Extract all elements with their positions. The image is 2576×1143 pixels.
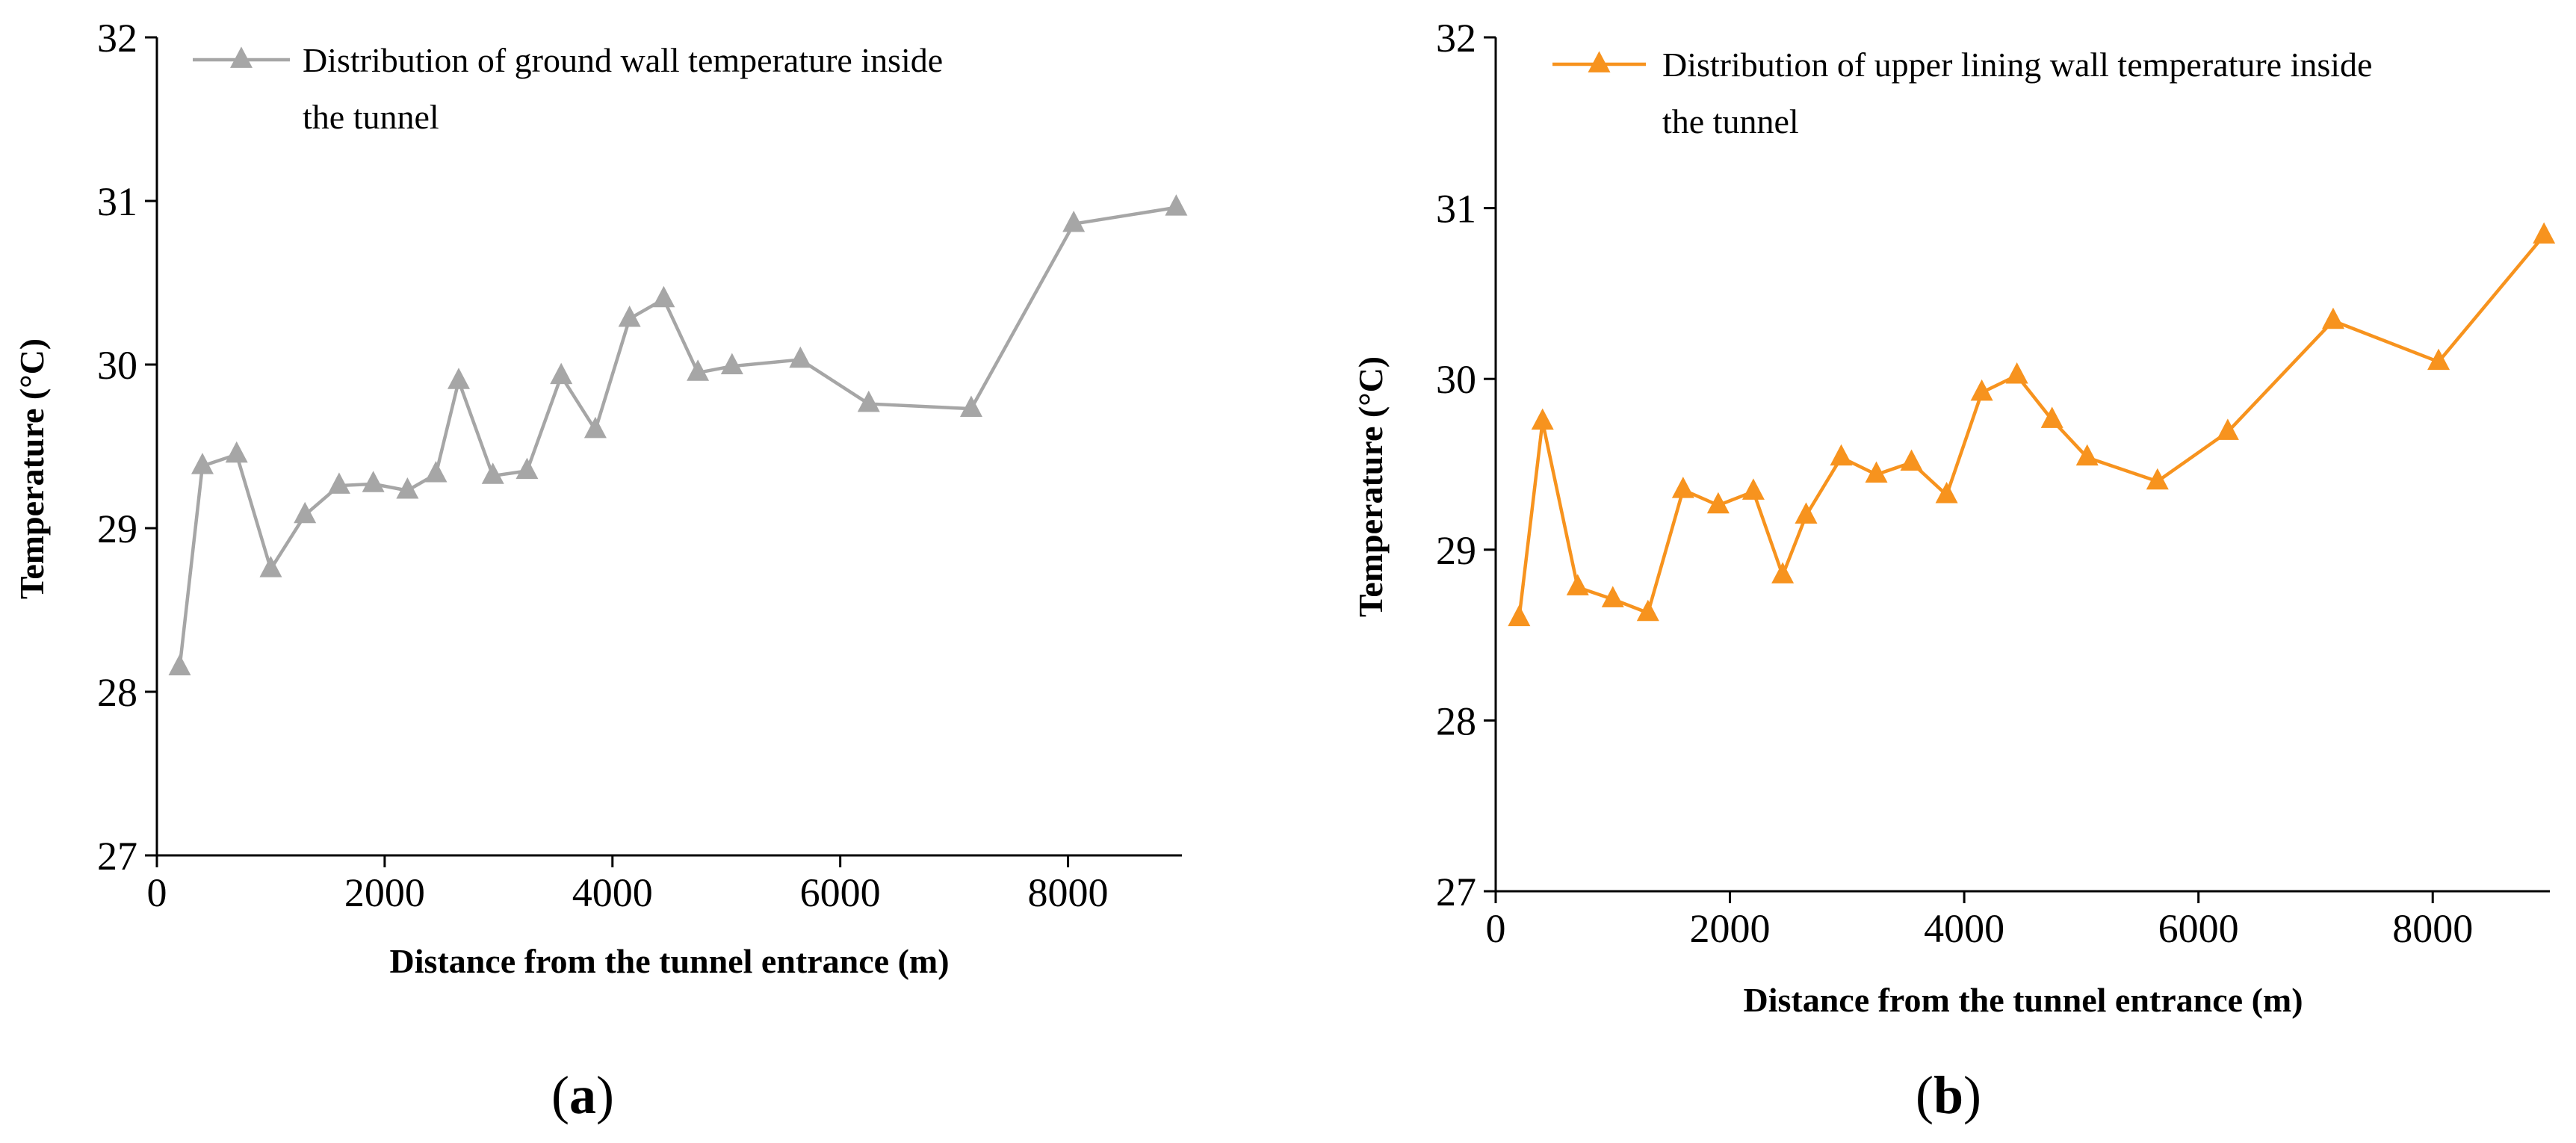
x-tick-label: 8000 [1028,870,1109,915]
data-point [2075,444,2099,466]
data-point [1935,481,1958,504]
y-axis-title: Temperature (°C) [13,338,51,599]
legend-marker [230,46,253,68]
data-point [1508,604,1531,627]
data-point [1601,586,1624,607]
x-tick-label: 6000 [800,870,881,915]
data-point [618,306,641,327]
data-point [2005,362,2028,384]
data-point [789,346,812,368]
panel-label-close: ) [1963,1065,1981,1125]
panel-label-letter: a [569,1065,596,1125]
chart-panel-a: 27 28 29 30 31 32 0 2000 4000 6000 8000 Temperature… [13,16,1188,1125]
data-point [191,453,214,474]
data-point [1970,379,1993,401]
x-tick-label: 0 [147,870,167,915]
data-point [720,353,743,375]
data-point [1062,210,1086,232]
legend: Distribution of ground wall temperature … [193,41,943,136]
y-tick-label: 31 [97,179,137,224]
data-point [857,390,880,412]
data-point [515,457,539,480]
panel-label: (a) [551,1065,614,1125]
data-point [1795,502,1818,524]
data-point [2216,418,2239,440]
data-point [1671,477,1694,498]
data-point [424,461,448,483]
y-tick-label: 31 [1436,187,1476,232]
y-tick-label: 32 [1436,16,1476,61]
legend: Distribution of upper lining wall temper… [1552,46,2372,140]
data-point [294,501,317,524]
data-point [1531,408,1554,430]
data-point [687,359,710,381]
x-tick-label: 4000 [572,870,653,915]
x-axis-title: Distance from the tunnel entrance (m) [1743,981,2303,1019]
data-point [1771,562,1795,583]
data-point [2321,307,2344,329]
legend-label: the tunnel [1662,102,1799,140]
x-axis-title: Distance from the tunnel entrance (m) [389,942,949,980]
data-point [2533,222,2556,244]
data-point [1900,449,1923,471]
data-point [225,441,248,463]
data-point [1165,194,1188,216]
panel-label-open: ( [551,1065,569,1125]
data-point [1706,492,1730,514]
data-point [652,285,675,308]
legend-label: the tunnel [303,98,439,136]
y-tick-label: 28 [1436,698,1476,743]
panel-label-close: ) [596,1065,614,1125]
data-point [1566,574,1589,595]
data-point [362,471,385,492]
y-axis-title: Temperature (°C) [1352,356,1390,617]
y-tick-label: 30 [97,343,137,388]
data-point [259,556,282,577]
data-point [959,395,982,417]
x-tick-label: 6000 [2158,906,2239,951]
y-tick-label: 30 [1436,357,1476,402]
series-line [1517,234,2545,619]
data-point [447,368,470,389]
data-point [168,654,191,675]
data-point [550,362,573,385]
data-point [481,462,504,484]
y-tick-label: 32 [97,16,137,61]
legend-label: Distribution of upper lining wall temper… [1662,46,2372,84]
y-tick-label: 29 [1436,528,1476,573]
series-line [178,205,1177,668]
x-tick-label: 0 [1486,906,1506,951]
data-point [396,477,419,499]
legend-label: Distribution of ground wall temperature … [303,41,943,79]
y-tick-label: 29 [97,507,137,551]
data-point [327,472,350,494]
panel-label-open: ( [1916,1065,1933,1125]
data-point [2427,348,2450,371]
panel-label-letter: b [1933,1065,1963,1125]
x-tick-label: 2000 [1690,906,1771,951]
x-tick-label: 2000 [344,870,425,915]
data-point [1741,478,1765,500]
data-point [1830,444,1853,466]
data-point [1636,599,1659,622]
data-point [1865,461,1888,483]
legend-marker [1588,51,1611,72]
x-tick-label: 8000 [2392,906,2473,951]
data-point [583,416,607,439]
y-tick-label: 28 [97,670,137,715]
panel-label: (b) [1916,1065,1981,1125]
data-point [2146,468,2169,490]
y-tick-label: 27 [1436,870,1476,914]
data-point [2040,406,2063,428]
chart-panel-b: 27 28 29 30 31 32 0 2000 4000 6000 8000 Temperature… [1352,16,2556,1125]
x-tick-label: 4000 [1924,906,2004,951]
y-tick-label: 27 [97,834,137,879]
